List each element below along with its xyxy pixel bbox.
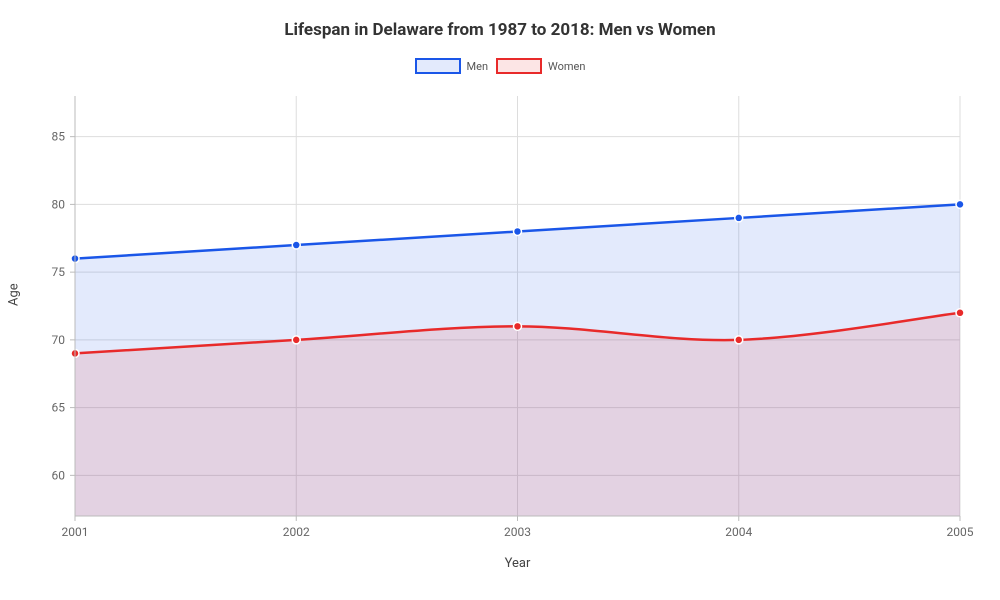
- x-tick-label: 2003: [504, 525, 531, 539]
- x-tick-label: 2002: [283, 525, 310, 539]
- y-tick-label: 75: [52, 265, 66, 279]
- y-tick-label: 80: [52, 197, 66, 211]
- marker-women[interactable]: [292, 336, 300, 344]
- marker-men[interactable]: [735, 214, 743, 222]
- y-tick-label: 70: [52, 333, 66, 347]
- x-axis-label: Year: [505, 556, 531, 571]
- x-tick-label: 2004: [725, 525, 752, 539]
- chart-container: Lifespan in Delaware from 1987 to 2018: …: [0, 0, 1000, 600]
- y-tick-label: 60: [52, 468, 66, 482]
- x-tick-label: 2005: [947, 525, 974, 539]
- marker-men[interactable]: [292, 241, 300, 249]
- marker-men[interactable]: [514, 227, 522, 235]
- y-tick-label: 85: [52, 130, 66, 144]
- marker-women[interactable]: [735, 336, 743, 344]
- x-tick-label: 2001: [62, 525, 89, 539]
- marker-men[interactable]: [956, 200, 964, 208]
- chart-plot: 60 65 70 75 80 85 2001 2002 2003 2004 2005: [0, 0, 1000, 600]
- y-tick-label: 65: [52, 401, 66, 415]
- marker-women[interactable]: [956, 309, 964, 317]
- y-axis-label: Age: [7, 283, 22, 306]
- marker-women[interactable]: [514, 322, 522, 330]
